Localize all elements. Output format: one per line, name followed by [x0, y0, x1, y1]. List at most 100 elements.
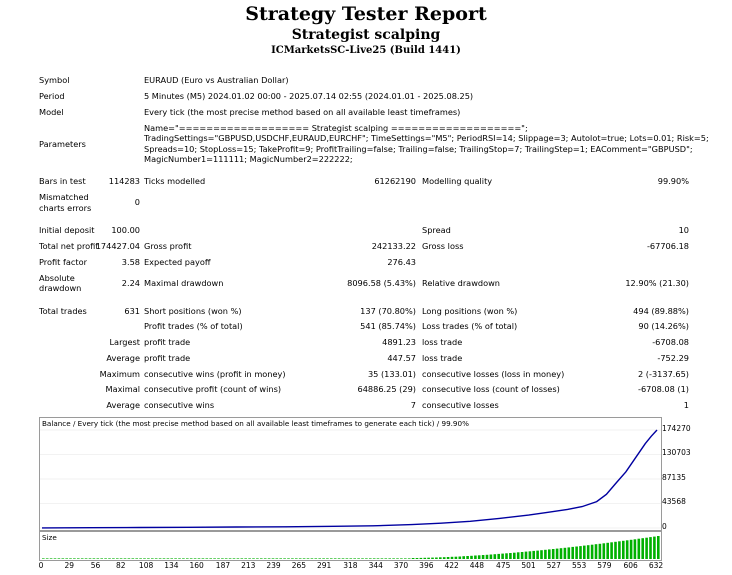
size-bar	[415, 558, 419, 559]
size-chart-svg	[42, 536, 660, 559]
size-bar	[376, 558, 380, 559]
size-bar	[477, 555, 481, 559]
size-bar	[544, 549, 547, 559]
size-bar	[189, 558, 193, 559]
size-bar	[209, 558, 212, 559]
y-tick-label: 43568	[662, 497, 686, 507]
size-bar	[629, 539, 633, 559]
size-bar	[497, 553, 500, 559]
size-bar	[131, 558, 135, 559]
size-bar	[404, 558, 407, 559]
size-bar	[361, 558, 364, 559]
size-bar	[158, 558, 162, 559]
size-bar	[610, 542, 613, 559]
x-tick-label: 265	[291, 561, 307, 570]
short-positions-label: Short positions (won %)	[144, 306, 242, 316]
report-title: Strategy Tester Report	[245, 3, 487, 25]
size-bar	[450, 556, 454, 559]
size-bar	[579, 546, 582, 559]
x-tick-label: 0	[38, 561, 44, 570]
size-bar	[314, 558, 318, 559]
max-consecutive-losses-value: 2 (-3137.65)	[637, 369, 689, 379]
size-bar	[65, 558, 68, 559]
average-label: Average	[106, 353, 140, 363]
size-bar	[524, 551, 528, 559]
size-bar	[80, 558, 84, 559]
size-bar	[614, 541, 617, 559]
size-bar	[454, 556, 458, 559]
size-bar	[641, 538, 644, 559]
size-bar	[532, 550, 535, 559]
server-name: ICMarketsSC-Live25 (Build 1441)	[271, 45, 461, 56]
size-bar	[586, 545, 590, 559]
size-bar	[275, 558, 279, 559]
deposit-value: 100.00	[111, 225, 140, 235]
size-bar	[283, 558, 286, 559]
size-bar	[345, 558, 349, 559]
bars-label: Bars in test	[39, 176, 86, 186]
size-bar	[520, 552, 524, 559]
size-bar	[104, 558, 107, 559]
size-bar	[119, 558, 123, 559]
loss-trades-value: 90 (14.26%)	[638, 321, 689, 331]
size-bar	[571, 546, 574, 559]
size-bar	[481, 555, 485, 559]
symbol-value: EURAUD (Euro vs Australian Dollar)	[144, 75, 289, 85]
x-tick-label: 606	[623, 561, 638, 570]
size-bar	[174, 558, 177, 559]
loss-trades-label: Loss trades (% of total)	[422, 321, 518, 331]
size-bar	[528, 551, 532, 559]
parameters-line: Name="=================== Strategist sca…	[144, 123, 528, 133]
size-bar	[248, 558, 251, 559]
size-bar	[396, 558, 399, 559]
size-bar	[540, 550, 543, 559]
size-bar	[493, 554, 497, 559]
maximal-consecutive-profit-value: 64886.25 (29)	[357, 384, 416, 394]
model-value: Every tick (the most precise method base…	[144, 107, 461, 117]
x-tick-label: 160	[189, 561, 204, 570]
size-bar	[322, 558, 325, 559]
parameters-line: Spreads=10; StopLoss=15; TakeProfit=9; P…	[144, 143, 693, 154]
bars-value: 114283	[108, 176, 140, 186]
size-bar	[423, 557, 427, 559]
spread-label: Spread	[422, 225, 451, 235]
maximal-consecutive-loss-value: -6708.08 (1)	[637, 384, 689, 394]
size-bar	[193, 558, 197, 559]
size-bar	[365, 558, 368, 559]
size-bar	[162, 558, 166, 559]
size-bar	[252, 558, 255, 559]
size-bar	[341, 558, 345, 559]
size-bar	[462, 556, 465, 559]
mismatch-label-2: charts errors	[39, 203, 92, 213]
size-bar	[548, 549, 551, 559]
size-bar	[77, 558, 80, 559]
size-bar	[501, 553, 504, 559]
size-bar	[256, 558, 259, 559]
x-tick-label: 344	[368, 561, 383, 570]
size-bar	[295, 558, 298, 559]
size-bar	[166, 558, 170, 559]
size-bar	[470, 555, 473, 559]
size-bar	[563, 547, 567, 559]
size-bar	[369, 558, 372, 559]
x-tick-label: 422	[444, 561, 459, 570]
size-bar	[407, 558, 411, 559]
size-bar	[260, 558, 263, 559]
size-bar	[291, 558, 294, 559]
x-tick-label: 213	[241, 561, 256, 570]
size-bar	[143, 558, 146, 559]
size-bar	[279, 558, 282, 559]
size-bar	[330, 558, 333, 559]
size-bar	[217, 558, 220, 559]
size-bar	[271, 558, 275, 559]
average-loss-label: loss trade	[422, 353, 463, 363]
balance-chart: Balance / Every tick (the most precise m…	[39, 417, 662, 531]
average-profit-label: profit trade	[144, 353, 191, 363]
deposit-label: Initial deposit	[39, 225, 95, 235]
x-tick-label: 527	[546, 561, 561, 570]
expected-payoff-label: Expected payoff	[144, 257, 211, 267]
maximal-label: Maximal	[105, 384, 140, 394]
size-bar	[139, 558, 142, 559]
size-bar	[84, 558, 88, 559]
chart-title: Balance / Every tick (the most precise m…	[42, 419, 469, 428]
